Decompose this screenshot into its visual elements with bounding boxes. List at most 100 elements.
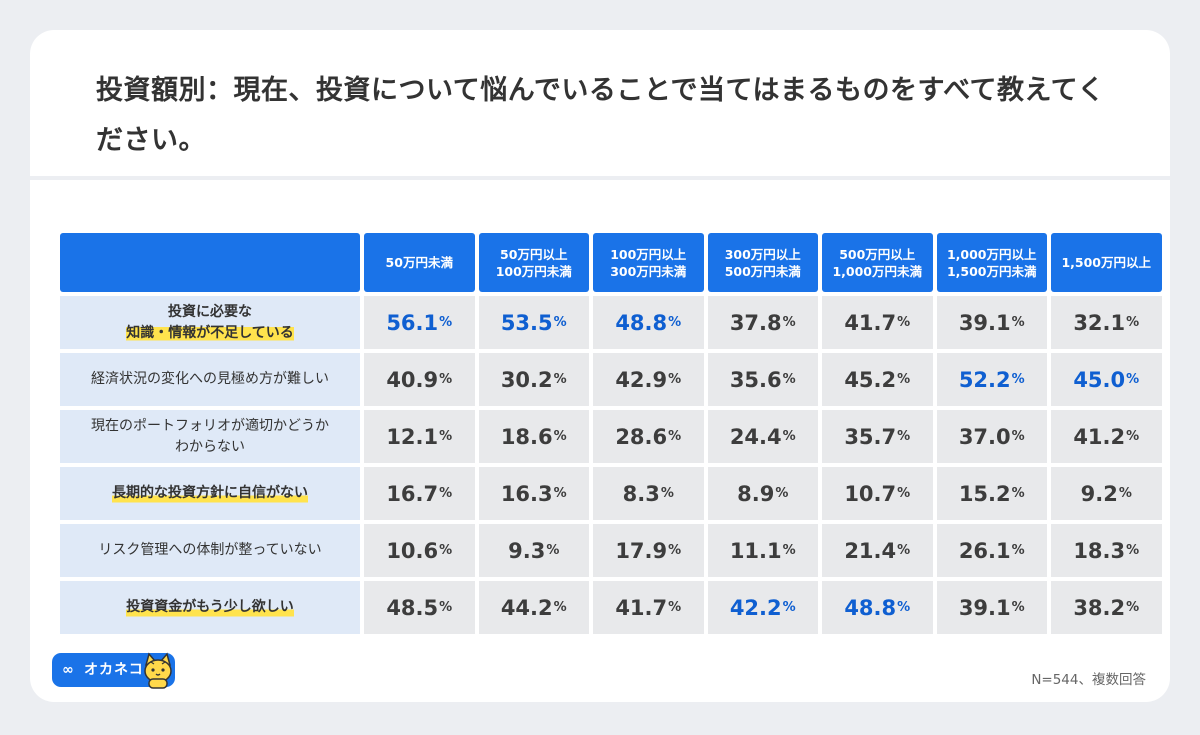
value-number: 42.9 — [615, 367, 668, 392]
percent-sign: % — [439, 600, 453, 615]
value-number: 48.5 — [386, 595, 439, 620]
value-number: 45.2 — [844, 367, 897, 392]
value-number: 37.8 — [729, 310, 782, 335]
percent-sign: % — [553, 372, 567, 387]
percent-sign: % — [553, 600, 567, 615]
value-number: 38.2 — [1073, 595, 1126, 620]
percent-sign: % — [668, 600, 682, 615]
value-cell: 48.8% — [822, 581, 933, 634]
percent-sign: % — [1126, 429, 1140, 444]
row-label-text: 長期的な投資方針に自信がない — [112, 483, 308, 504]
percent-sign: % — [546, 543, 560, 558]
value-cell: 41.7% — [593, 581, 704, 634]
value-number: 35.7 — [844, 424, 897, 449]
value-cell: 28.6% — [593, 410, 704, 463]
row-label: 投資資金がもう少し欲しい — [60, 581, 360, 634]
value-number: 41.7 — [844, 310, 897, 335]
value-cell: 21.4% — [822, 524, 933, 577]
value-cell: 9.2% — [1051, 467, 1162, 520]
value-cell: 42.2% — [707, 581, 818, 634]
value-cell: 48.5% — [364, 581, 475, 634]
value-number: 17.9 — [615, 538, 668, 563]
percent-sign: % — [897, 429, 911, 444]
value-number: 9.3 — [508, 538, 546, 563]
percent-sign: % — [782, 600, 796, 615]
value-cell: 48.8% — [593, 296, 704, 349]
percent-sign: % — [439, 315, 453, 330]
percent-sign: % — [439, 372, 453, 387]
page-title: 投資額別：現在、投資について悩んでいることで当てはまるものをすべて教えてください… — [96, 75, 1105, 156]
value-number: 24.4 — [729, 424, 782, 449]
column-header: 500万円以上 1,000万円未満 — [822, 233, 933, 292]
value-number: 56.1 — [386, 310, 439, 335]
value-number: 26.1 — [958, 538, 1011, 563]
value-number: 32.1 — [1073, 310, 1126, 335]
value-cell: 11.1% — [707, 524, 818, 577]
percent-sign: % — [439, 429, 453, 444]
percent-sign: % — [439, 486, 453, 501]
percent-sign: % — [553, 315, 567, 330]
value-cell: 16.7% — [364, 467, 475, 520]
column-header: 300万円以上 500万円未満 — [707, 233, 818, 292]
percent-sign: % — [1011, 315, 1025, 330]
value-number: 18.6 — [500, 424, 553, 449]
row-label-text: 経済状況の変化への見極め方が難しい — [91, 371, 329, 387]
percent-sign: % — [897, 600, 911, 615]
value-number: 16.3 — [500, 481, 553, 506]
sample-size-note: N=544、複数回答 — [1031, 672, 1146, 688]
percent-sign: % — [782, 543, 796, 558]
value-cell: 12.1% — [364, 410, 475, 463]
value-cell: 39.1% — [936, 296, 1047, 349]
value-number: 41.7 — [615, 595, 668, 620]
value-cell: 8.9% — [707, 467, 818, 520]
value-cell: 52.2% — [936, 353, 1047, 406]
value-number: 44.2 — [500, 595, 553, 620]
percent-sign: % — [782, 429, 796, 444]
value-number: 35.6 — [729, 367, 782, 392]
infinity-icon: ∞ — [62, 662, 74, 678]
value-number: 28.6 — [615, 424, 668, 449]
value-cell: 45.0% — [1051, 353, 1162, 406]
value-number: 37.0 — [958, 424, 1011, 449]
value-cell: 38.2% — [1051, 581, 1162, 634]
percent-sign: % — [1126, 600, 1140, 615]
column-header: 100万円以上 300万円未満 — [593, 233, 704, 292]
row-label-text: 投資に必要な 知識・情報が不足している — [126, 301, 294, 344]
percent-sign: % — [897, 543, 911, 558]
percent-sign: % — [553, 429, 567, 444]
value-number: 42.2 — [729, 595, 782, 620]
value-number: 9.2 — [1080, 481, 1118, 506]
value-number: 16.7 — [386, 481, 439, 506]
value-number: 48.8 — [615, 310, 668, 335]
percent-sign: % — [775, 486, 789, 501]
row-label-text: 現在のポートフォリオが適切かどうか わからない — [91, 417, 329, 455]
row-label: リスク管理への体制が整っていない — [60, 524, 360, 577]
value-number: 39.1 — [958, 595, 1011, 620]
value-number: 15.2 — [958, 481, 1011, 506]
row-label: 経済状況の変化への見極め方が難しい — [60, 353, 360, 406]
value-number: 30.2 — [500, 367, 553, 392]
percent-sign: % — [782, 372, 796, 387]
percent-sign: % — [1011, 372, 1025, 387]
value-cell: 10.6% — [364, 524, 475, 577]
value-number: 21.4 — [844, 538, 897, 563]
value-cell: 53.5% — [478, 296, 589, 349]
value-cell: 24.4% — [707, 410, 818, 463]
percent-sign: % — [668, 429, 682, 444]
value-cell: 35.7% — [822, 410, 933, 463]
value-cell: 41.7% — [822, 296, 933, 349]
percent-sign: % — [1011, 429, 1025, 444]
value-cell: 44.2% — [478, 581, 589, 634]
percent-sign: % — [668, 372, 682, 387]
percent-sign: % — [897, 486, 911, 501]
value-cell: 18.3% — [1051, 524, 1162, 577]
percent-sign: % — [668, 315, 682, 330]
value-number: 18.3 — [1073, 538, 1126, 563]
percent-sign: % — [1126, 543, 1140, 558]
column-header: 1,000万円以上 1,500万円未満 — [936, 233, 1047, 292]
value-cell: 45.2% — [822, 353, 933, 406]
value-number: 10.6 — [386, 538, 439, 563]
infographic-card: 投資額別：現在、投資について悩んでいることで当てはまるものをすべて教えてください… — [30, 30, 1170, 702]
results-table: 50万円未満 50万円以上 100万円未満 100万円以上 300万円未満 300万円… — [60, 233, 1162, 634]
percent-sign: % — [553, 486, 567, 501]
